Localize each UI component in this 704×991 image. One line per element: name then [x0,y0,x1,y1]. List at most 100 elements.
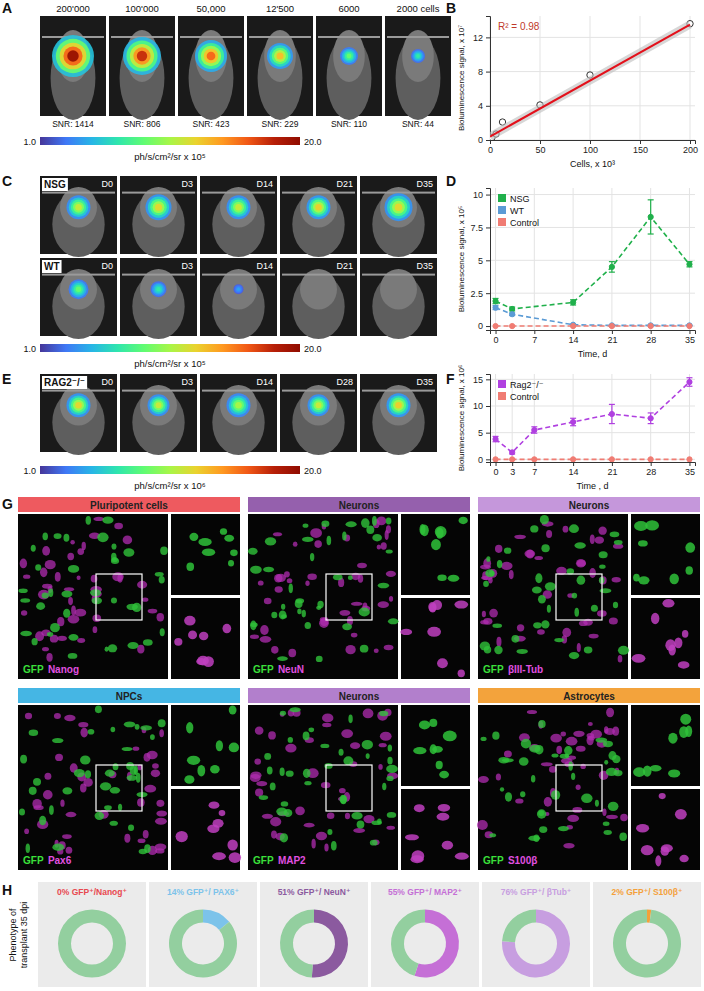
day-label: D3 [181,377,193,387]
pie-chart: 0% GFP⁺/Nanog⁺ [38,882,146,987]
pie-title: 0% GFP⁺/Nanog⁺ [57,887,127,897]
y-tick-label: 5 [478,428,483,438]
cell-magenta [42,546,50,556]
inset-cell-green [459,517,468,525]
pie-title: 51% GFP⁺/ NeuN⁺ [278,887,351,897]
inset-cell-green [229,742,239,752]
inset-cell-green [197,765,205,776]
inset-cell-magenta [679,855,688,863]
inset-cell-magenta [222,624,231,634]
inset-cell-magenta [229,852,241,863]
x-grid-line [534,188,535,330]
y-grid-line [490,406,695,407]
cell-magenta [264,598,272,605]
cell-green [150,734,155,740]
x-tick: 0 [488,140,493,155]
pie-slices [613,910,681,978]
cell-magenta [43,790,53,799]
point [648,214,653,219]
x-tick: 14 [569,462,579,477]
cell-green [289,583,293,593]
cell-green [366,526,374,534]
series [493,378,693,455]
series [493,305,693,328]
cell-green [486,556,490,562]
cell-magenta [320,618,328,626]
x-tick-label: 150 [633,145,648,155]
signal-blob [314,400,324,410]
cell-magenta [117,574,122,583]
signal-blob [204,49,219,64]
cell-magenta [68,597,73,605]
cell-green [277,656,288,661]
cell-green [259,795,268,800]
signal-blob [311,200,326,215]
pie-slices [58,910,126,978]
inset-cell-green [668,769,680,777]
stain-label-gfp: GFP [483,664,504,675]
cell-magenta [573,731,584,737]
cell-magenta [477,820,488,830]
cell-green [547,605,551,613]
cell-magenta [556,746,562,754]
legend-swatch [498,206,506,214]
stereotax-bar [362,274,435,276]
cell-green [541,620,549,628]
inset-cell-magenta [176,831,188,842]
panel-header [18,688,240,703]
point [687,323,692,328]
x-tick-mark [573,330,574,334]
cell-green [382,783,386,791]
inset-magenta [401,789,470,870]
colorbar-group: 1.020.0ph/s/cm²/sr x 10⁵ [23,344,321,370]
micrograph-panel: Pluripotent cellsGFPNanog [18,497,240,679]
cell-green [538,595,546,604]
image-title: 50,000 [196,3,225,14]
cell-green [270,783,276,791]
inset-cell-magenta [213,819,224,828]
y-tick-label: 5 [478,256,483,266]
x-tick-mark [540,140,541,144]
point [609,323,614,328]
signal-blob [146,194,172,220]
cell-magenta [124,834,130,843]
stereotax-bar [387,36,449,38]
signal-blob [153,201,165,213]
colorbar [40,344,300,352]
y-axis: 04812 [473,17,491,146]
panel-header-label: Pluripotent cells [90,500,168,511]
zoom-box [96,765,142,811]
error-bar [493,298,499,303]
cell-green [540,515,549,525]
cell-green [551,753,558,757]
cell-green [280,711,286,716]
pie-chart: 76% GFP⁺/ βTub⁺ [482,882,590,987]
cell-magenta [93,626,98,633]
day-label: D35 [416,179,433,189]
y-tick-mark [486,459,490,460]
cell-green [303,524,309,528]
cell-green [505,792,512,802]
cell-magenta [42,584,52,589]
cell-green [599,551,608,558]
cell-magenta [482,611,486,618]
inset-cell-magenta [455,853,469,860]
y-tick-mark [486,227,490,228]
signal-blob [309,197,329,217]
signal-blob [75,402,82,409]
y-tick: 0 [478,135,490,145]
x-axis-title: Time, d [578,349,608,359]
x-tick-label: 0 [494,335,499,345]
cell-green [541,544,549,552]
cell-magenta [480,620,488,624]
signal-blob [150,199,167,216]
cell-green [532,586,542,593]
point [609,411,614,416]
cell-green [35,564,41,571]
point [571,323,576,328]
cell-green [33,778,41,786]
inset-cell-green [670,573,679,584]
signal-blob [137,51,147,61]
signal-blob [340,47,358,65]
cell-magenta [590,535,595,544]
